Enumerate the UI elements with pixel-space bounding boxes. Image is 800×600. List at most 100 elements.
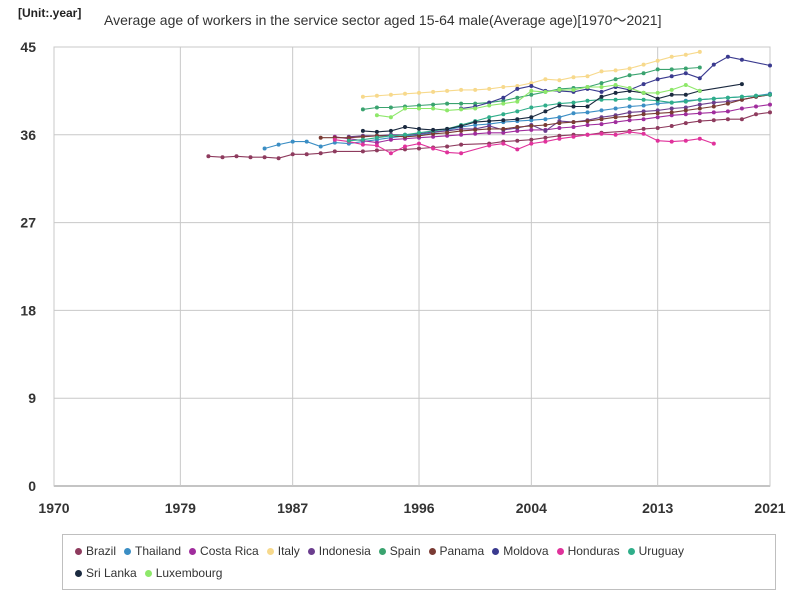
data-point-luxembourg bbox=[417, 106, 421, 111]
data-point-uruguay bbox=[669, 100, 674, 105]
data-point-luxembourg bbox=[571, 87, 576, 92]
data-point-panama bbox=[613, 115, 618, 120]
data-point-brazil bbox=[641, 126, 646, 131]
data-point-brazil bbox=[206, 154, 211, 159]
data-point-italy bbox=[669, 54, 674, 59]
data-point-thailand bbox=[473, 123, 478, 127]
data-point-spain bbox=[613, 77, 618, 82]
data-point-brazil bbox=[445, 144, 450, 149]
data-point-honduras bbox=[613, 132, 618, 137]
data-point-honduras bbox=[403, 144, 407, 149]
data-point-honduras bbox=[627, 129, 632, 134]
data-point-luxembourg bbox=[473, 106, 478, 111]
data-point-brazil bbox=[304, 152, 309, 157]
data-point-costa-rica bbox=[374, 140, 379, 145]
data-point-costa-rica bbox=[768, 102, 772, 107]
data-point-brazil bbox=[739, 117, 744, 122]
data-point-honduras bbox=[599, 131, 604, 136]
data-point-brazil bbox=[276, 156, 281, 161]
data-point-uruguay bbox=[711, 96, 716, 101]
data-point-thailand bbox=[613, 106, 618, 111]
data-point-costa-rica bbox=[557, 126, 562, 130]
data-point-panama bbox=[725, 101, 730, 106]
data-point-honduras bbox=[417, 141, 421, 146]
series-line-costa-rica bbox=[334, 104, 771, 144]
data-point-uruguay bbox=[683, 99, 688, 104]
data-point-italy bbox=[683, 52, 688, 57]
legend: Brazil Thailand Costa Rica Italy Indonesia Sp… bbox=[62, 534, 776, 590]
legend-row: Brazil Thailand Costa Rica Italy Indonesia Sp… bbox=[75, 544, 692, 558]
data-point-spain bbox=[529, 92, 534, 97]
legend-label: Sri Lanka bbox=[86, 566, 137, 580]
data-point-brazil bbox=[403, 147, 407, 152]
data-point-honduras bbox=[431, 146, 436, 151]
data-point-costa-rica bbox=[599, 122, 604, 127]
data-point-luxembourg bbox=[655, 90, 660, 95]
data-point-uruguay bbox=[388, 133, 393, 138]
data-point-luxembourg bbox=[683, 83, 688, 87]
data-point-uruguay bbox=[613, 97, 618, 102]
data-point-costa-rica bbox=[459, 132, 464, 137]
data-point-sri-lanka bbox=[585, 104, 590, 109]
data-point-honduras bbox=[697, 136, 702, 141]
data-point-sri-lanka bbox=[374, 129, 379, 134]
data-point-honduras bbox=[669, 139, 674, 144]
data-point-uruguay bbox=[501, 112, 506, 117]
data-point-honduras bbox=[543, 139, 548, 144]
legend-label: Luxembourg bbox=[155, 566, 223, 580]
data-point-costa-rica bbox=[683, 112, 688, 117]
data-point-spain bbox=[669, 67, 674, 72]
data-point-costa-rica bbox=[585, 123, 590, 127]
data-point-sri-lanka bbox=[529, 115, 534, 120]
x-tick-label: 2004 bbox=[516, 500, 547, 516]
data-point-costa-rica bbox=[431, 134, 436, 139]
data-point-honduras bbox=[585, 132, 590, 137]
data-point-indonesia bbox=[655, 108, 660, 113]
data-point-spain bbox=[459, 101, 464, 106]
data-point-luxembourg bbox=[557, 87, 562, 92]
data-point-sri-lanka bbox=[739, 82, 744, 87]
data-point-honduras bbox=[571, 134, 576, 139]
legend-marker bbox=[75, 547, 82, 555]
data-point-panama bbox=[641, 112, 646, 117]
data-point-panama bbox=[557, 121, 562, 126]
data-point-thailand bbox=[599, 108, 604, 113]
data-point-spain bbox=[627, 73, 632, 78]
data-point-spain bbox=[417, 103, 421, 108]
data-point-honduras bbox=[459, 151, 464, 156]
legend-marker bbox=[266, 547, 274, 555]
data-point-uruguay bbox=[754, 93, 758, 98]
data-point-moldova bbox=[711, 62, 716, 67]
data-point-italy bbox=[641, 62, 646, 67]
data-point-honduras bbox=[501, 141, 506, 146]
legend-label: Spain bbox=[389, 544, 421, 558]
data-point-spain bbox=[360, 107, 365, 112]
data-point-brazil bbox=[669, 124, 674, 128]
legend-marker bbox=[307, 547, 315, 555]
data-point-luxembourg bbox=[459, 107, 464, 112]
data-point-uruguay bbox=[374, 135, 379, 140]
data-point-moldova bbox=[768, 63, 772, 68]
data-point-italy bbox=[473, 87, 478, 92]
data-point-italy bbox=[515, 84, 520, 88]
data-point-moldova bbox=[487, 100, 492, 105]
x-tick-label: 1987 bbox=[277, 500, 308, 516]
data-point-italy bbox=[374, 93, 379, 98]
data-point-uruguay bbox=[403, 132, 407, 137]
data-point-luxembourg bbox=[388, 115, 393, 120]
data-point-luxembourg bbox=[627, 86, 632, 90]
data-point-panama bbox=[417, 133, 421, 138]
x-tick-label: 1996 bbox=[403, 500, 434, 516]
data-point-indonesia bbox=[487, 124, 492, 128]
data-point-italy bbox=[697, 49, 702, 54]
data-point-brazil bbox=[318, 151, 323, 156]
data-point-italy bbox=[431, 89, 436, 94]
data-point-moldova bbox=[599, 89, 604, 94]
data-point-luxembourg bbox=[669, 87, 674, 92]
data-point-uruguay bbox=[360, 137, 365, 142]
data-point-honduras bbox=[641, 131, 646, 136]
data-point-brazil bbox=[234, 154, 239, 159]
data-point-italy bbox=[403, 91, 407, 96]
data-point-costa-rica bbox=[501, 130, 506, 135]
data-point-costa-rica bbox=[655, 115, 660, 120]
